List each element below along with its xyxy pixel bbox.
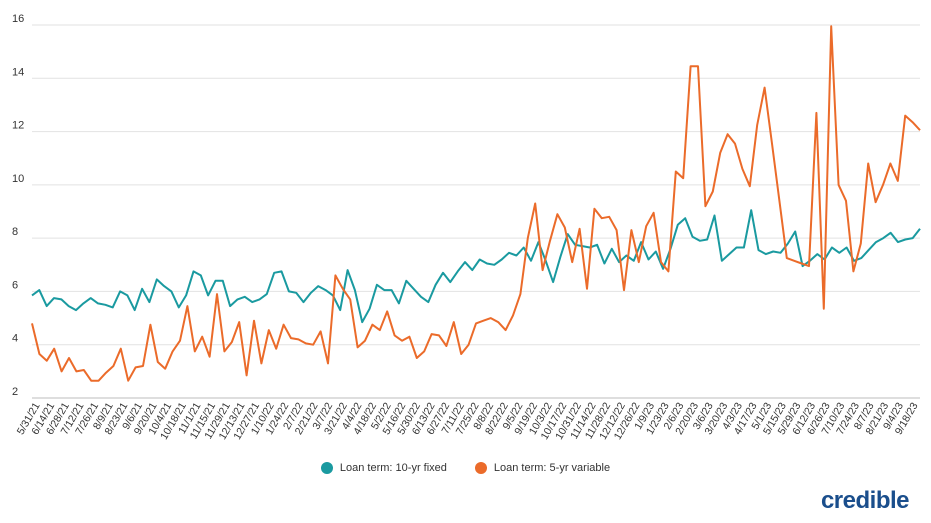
legend-swatch-10yr-fixed <box>320 462 333 474</box>
series-lines <box>31 25 921 382</box>
series-line-5yr-variable <box>31 25 921 382</box>
gridlines <box>32 24 920 399</box>
x-axis-ticks: 5/31/216/14/216/28/217/12/217/26/218/9/2… <box>15 400 921 442</box>
y-tick-label: 12 <box>12 120 24 132</box>
legend: Loan term: 10-yr fixed Loan term: 5-yr v… <box>0 462 931 474</box>
y-axis-ticks: 2 4 6 8 10 12 14 16 <box>12 13 24 398</box>
legend-swatch-5yr-variable <box>474 462 487 474</box>
series-line-10yr-fixed <box>31 209 921 324</box>
y-tick-label: 8 <box>12 226 18 238</box>
legend-label-5yr-variable: Loan term: 5-yr variable <box>493 462 611 474</box>
legend-item-5yr-variable: Loan term: 5-yr variable <box>474 462 611 474</box>
credible-logo: credible <box>820 487 910 514</box>
y-tick-label: 4 <box>12 333 18 345</box>
legend-label-10yr-fixed: Loan term: 10-yr fixed <box>339 462 447 474</box>
y-tick-label: 16 <box>12 13 24 25</box>
y-tick-label: 10 <box>12 173 24 185</box>
y-tick-label: 14 <box>12 66 24 78</box>
legend-item-10yr-fixed: Loan term: 10-yr fixed <box>320 462 447 474</box>
y-tick-label: 2 <box>12 386 18 398</box>
y-tick-label: 6 <box>12 279 18 291</box>
